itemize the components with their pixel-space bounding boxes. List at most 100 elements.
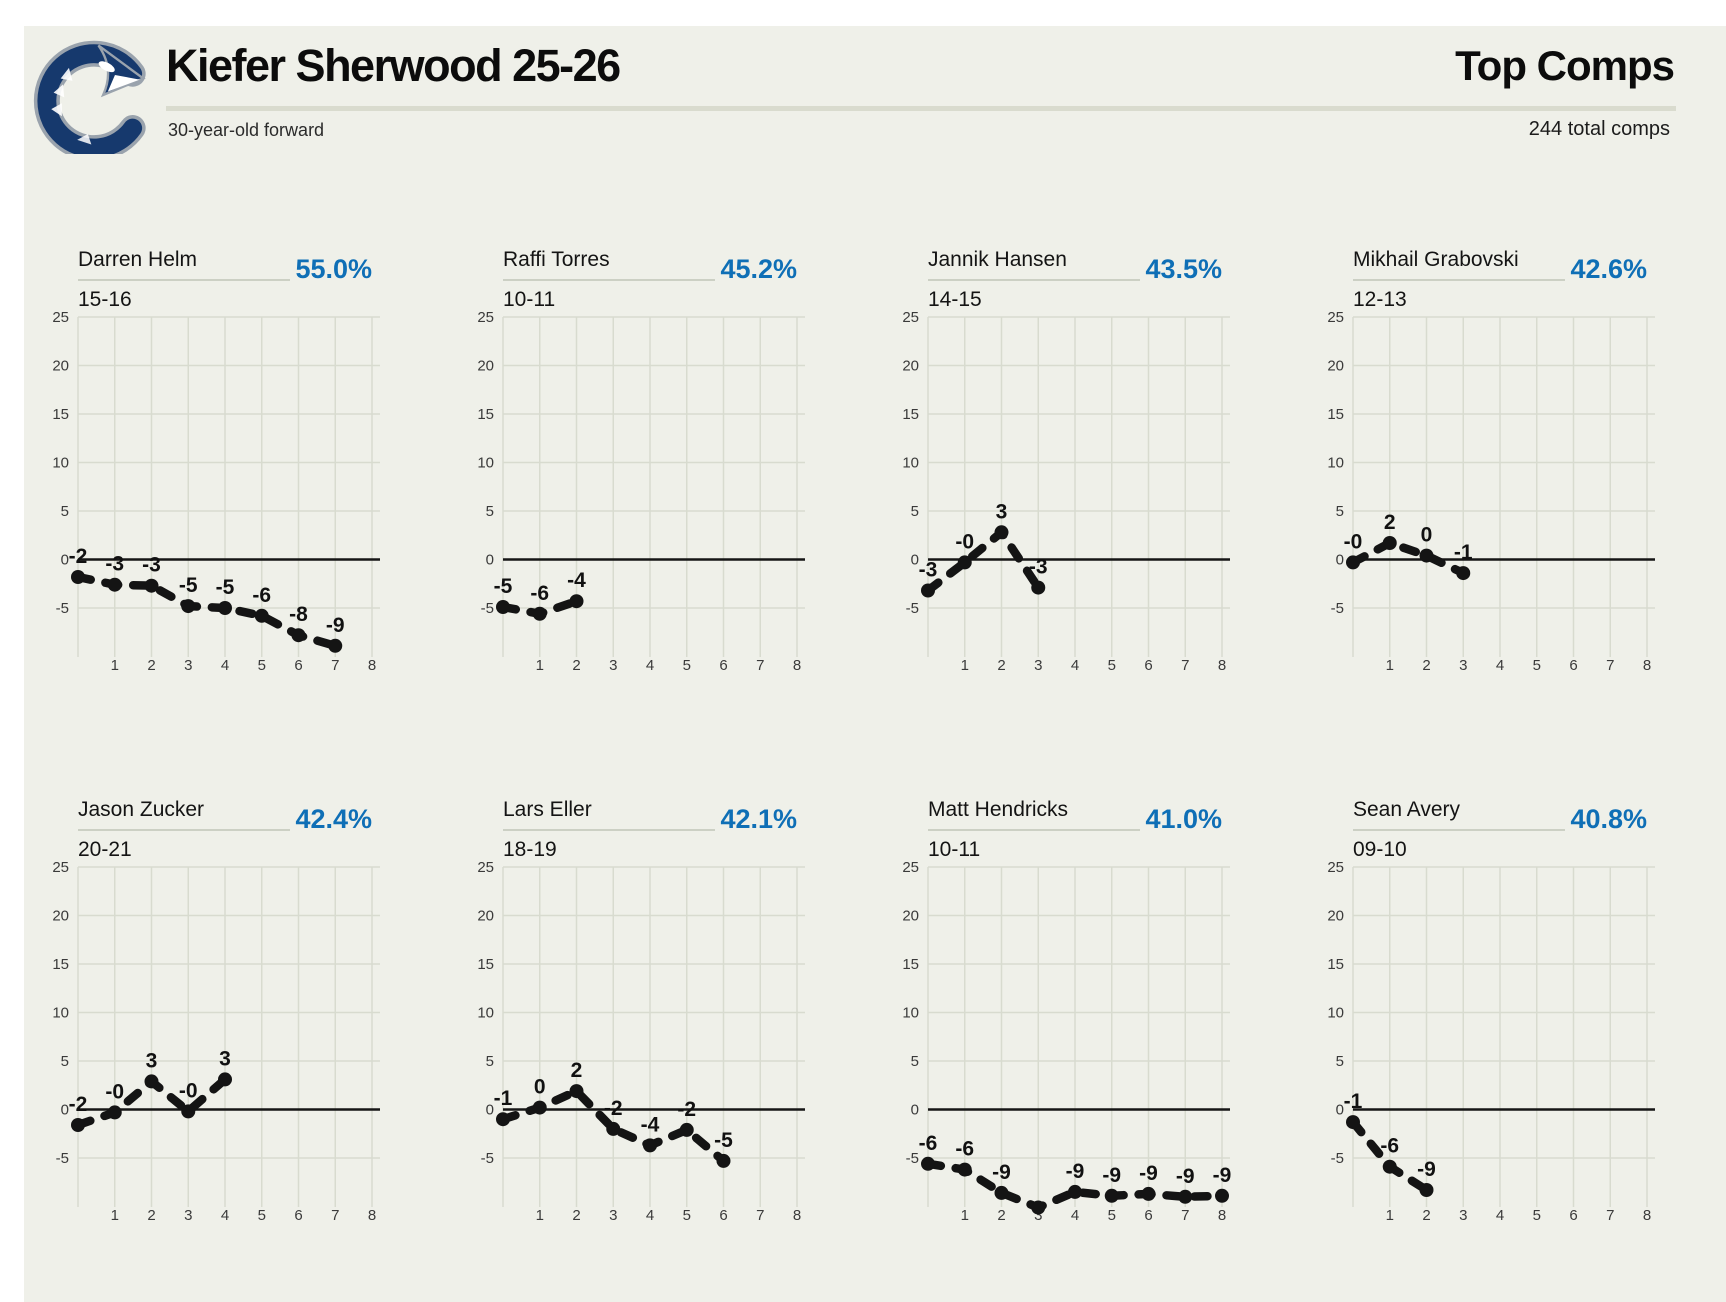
svg-text:10: 10	[1327, 1005, 1344, 1022]
svg-text:-5: -5	[1331, 1150, 1344, 1167]
svg-text:1: 1	[961, 657, 969, 674]
svg-text:20: 20	[52, 908, 69, 925]
comp-season: 12-13	[1353, 288, 1407, 311]
data-point-label: -9	[1102, 1164, 1121, 1187]
svg-text:15: 15	[477, 956, 494, 973]
svg-text:2: 2	[147, 1207, 155, 1224]
svg-text:5: 5	[258, 1207, 266, 1224]
comp-season: 10-11	[503, 288, 556, 311]
svg-text:15: 15	[1327, 956, 1344, 973]
comp-player-name: Darren Helm	[78, 248, 290, 281]
svg-text:8: 8	[368, 1207, 376, 1224]
svg-text:5: 5	[683, 657, 691, 674]
data-point-label: -5	[179, 574, 198, 597]
svg-text:-5: -5	[906, 600, 919, 617]
svg-text:4: 4	[1496, 1207, 1504, 1224]
svg-text:7: 7	[1606, 657, 1614, 674]
svg-text:6: 6	[294, 657, 302, 674]
svg-text:7: 7	[1181, 657, 1189, 674]
svg-text:3: 3	[184, 657, 192, 674]
data-point-label: -6	[919, 1132, 938, 1155]
svg-text:4: 4	[646, 1207, 654, 1224]
svg-text:2: 2	[1422, 1207, 1430, 1224]
data-point-label: 2	[571, 1059, 583, 1082]
comp-player-name: Lars Eller	[503, 798, 715, 831]
data-point-label: -9	[1176, 1165, 1195, 1188]
comp-season: 15-16	[78, 288, 132, 311]
svg-text:2: 2	[1422, 657, 1430, 674]
data-point-label: -5	[216, 576, 235, 599]
svg-text:4: 4	[1071, 1207, 1079, 1224]
data-point-label: -2	[604, 1097, 623, 1120]
svg-text:6: 6	[719, 1207, 727, 1224]
player-description: 30-year-old forward	[168, 120, 325, 140]
svg-text:0: 0	[61, 1102, 69, 1119]
svg-text:4: 4	[221, 1207, 229, 1224]
svg-text:6: 6	[1144, 1207, 1152, 1224]
data-point-label: -9	[1139, 1162, 1158, 1185]
comp-match-percent: 42.6%	[1570, 254, 1647, 284]
svg-text:8: 8	[368, 657, 376, 674]
svg-text:25: 25	[477, 862, 494, 876]
svg-text:25: 25	[902, 312, 919, 326]
comp-season: 14-15	[928, 288, 982, 311]
svg-text:10: 10	[52, 1005, 69, 1022]
svg-text:0: 0	[486, 552, 494, 569]
svg-text:1: 1	[111, 1207, 119, 1224]
data-point-label: -1	[1344, 1090, 1363, 1113]
data-point-label: -0	[105, 1080, 124, 1103]
svg-text:2: 2	[997, 657, 1005, 674]
page-title: Kiefer Sherwood 25-26	[166, 40, 621, 91]
data-point-label: -3	[142, 554, 161, 577]
svg-text:1: 1	[1386, 657, 1394, 674]
svg-text:3: 3	[609, 657, 617, 674]
svg-text:6: 6	[294, 1207, 302, 1224]
comp-chart-header: Darren Helm 15-16 55.0%	[78, 248, 372, 312]
comp-chart-card: Raffi Torres 10-11 45.2% 25 20 15 10 5 0 -5 1 2 3 4 5 6…	[465, 248, 885, 674]
data-point-label: -8	[289, 603, 308, 626]
svg-text:5: 5	[61, 503, 69, 520]
svg-text:7: 7	[331, 1207, 339, 1224]
svg-text:25: 25	[1327, 862, 1344, 876]
svg-text:20: 20	[477, 358, 494, 375]
data-point-label: -3	[105, 553, 124, 576]
svg-text:5: 5	[61, 1053, 69, 1070]
charts-grid: Darren Helm 15-16 55.0% 25 20 15 10 5 0 -5 1 2 3 4 5 6 7…	[40, 248, 1726, 1224]
svg-text:20: 20	[1327, 908, 1344, 925]
comp-match-percent: 55.0%	[295, 254, 372, 284]
total-comps-count: 244 total comps	[1528, 118, 1670, 140]
comp-player-name: Mikhail Grabovski	[1353, 248, 1565, 281]
svg-text:0: 0	[911, 552, 919, 569]
data-point-label: -9	[1066, 1160, 1085, 1183]
data-point-label: -9	[326, 614, 345, 637]
svg-text:10: 10	[477, 455, 494, 472]
svg-text:3: 3	[1459, 657, 1467, 674]
svg-text:5: 5	[486, 1053, 494, 1070]
svg-text:15: 15	[52, 956, 69, 973]
svg-text:1: 1	[536, 657, 544, 674]
svg-text:2: 2	[997, 1207, 1005, 1224]
svg-text:0: 0	[61, 552, 69, 569]
svg-text:3: 3	[1034, 1207, 1042, 1224]
comp-player-name: Raffi Torres	[503, 248, 715, 281]
svg-text:5: 5	[1336, 1053, 1344, 1070]
comp-player-name: Jason Zucker	[78, 798, 290, 831]
svg-text:15: 15	[902, 406, 919, 423]
svg-text:-5: -5	[906, 1150, 919, 1167]
svg-text:7: 7	[756, 657, 764, 674]
svg-text:5: 5	[486, 503, 494, 520]
comp-line-chart: 25 20 15 10 5 0 -5 1 2 3 4 5 6 7 8 -6 -6 -9 -9 -9 -9 -9 -9	[902, 862, 1231, 1224]
comp-chart-header: Jannik Hansen 14-15 43.5%	[928, 248, 1222, 312]
comp-season: 18-19	[503, 838, 557, 861]
comp-match-percent: 43.5%	[1145, 254, 1222, 284]
svg-text:5: 5	[1108, 657, 1116, 674]
comp-chart-card: Jannik Hansen 14-15 43.5% 25 20 15 10 5 0 -5 1 2 3 4 5…	[890, 248, 1310, 674]
svg-text:-5: -5	[481, 600, 494, 617]
comp-line-chart: 25 20 15 10 5 0 -5 1 2 3 4 5 6 7 8 -3 -0 3 -3	[902, 312, 1230, 674]
svg-text:10: 10	[477, 1005, 494, 1022]
svg-text:0: 0	[486, 1102, 494, 1119]
svg-text:5: 5	[1336, 503, 1344, 520]
